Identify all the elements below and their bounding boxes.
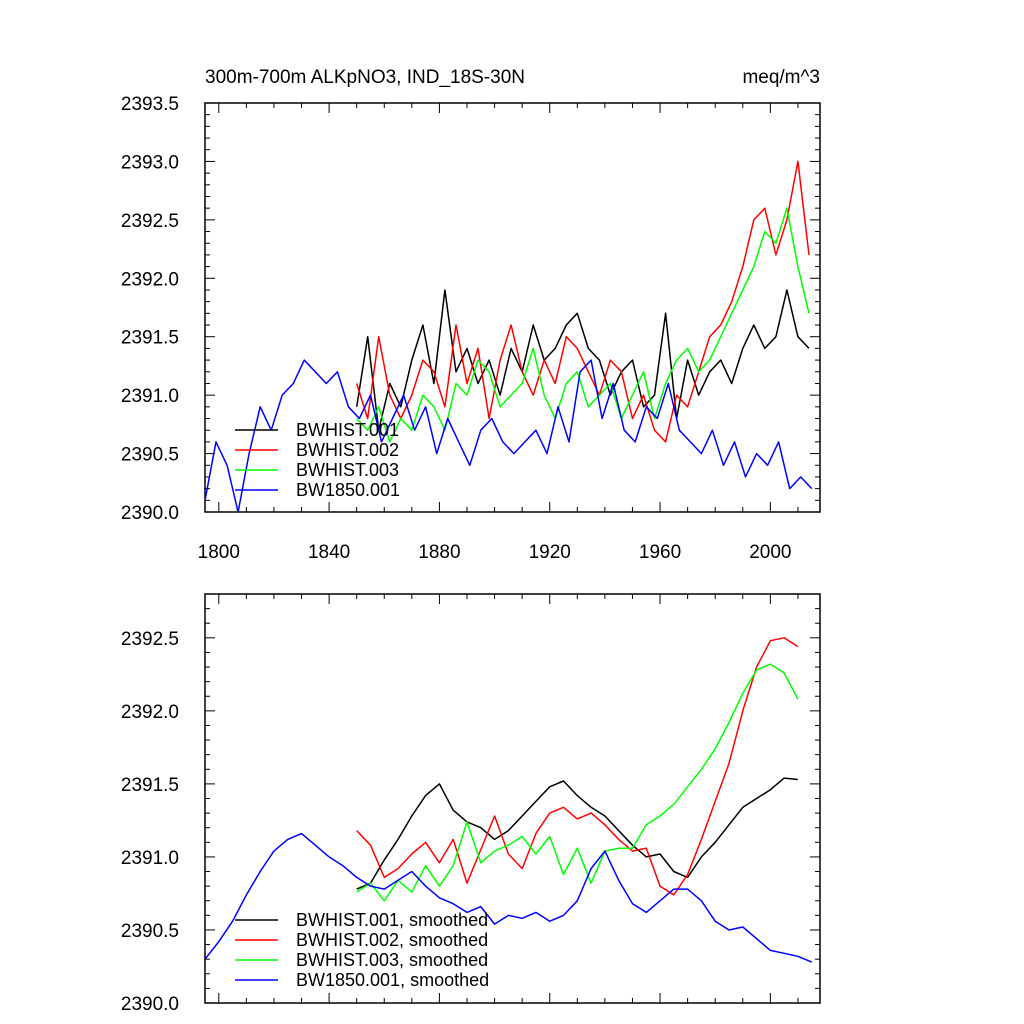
y-tick-label: 2391.0 [121, 848, 179, 869]
x-tick-label: 2000 [749, 542, 791, 563]
series-line-1 [355, 160, 810, 443]
y-tick-label: 2392.5 [121, 629, 179, 650]
bottom-plot-area: 2390.0 2390.5 2391.0 2391.5 2392.0 2392.5 BWHI… [121, 593, 821, 1015]
series-group [205, 160, 813, 512]
legend-label: BW1850.001, smoothed [296, 970, 489, 990]
plot-frame [204, 102, 821, 513]
y-tick-label: 2392.0 [121, 269, 179, 290]
bottom-panel: 2390.0 2390.5 2391.0 2391.5 2392.0 2392.5 BWHI… [121, 593, 821, 1015]
x-tick-label: 1880 [418, 542, 460, 563]
legend-label: BWHIST.002 [296, 440, 399, 460]
series-line-3 [205, 832, 812, 963]
y-tick-label: 2390.5 [121, 445, 179, 466]
legend-label: BWHIST.001, smoothed [296, 910, 488, 930]
top-panel-units: meq/m^3 [742, 67, 820, 88]
y-tick-label: 2393.5 [121, 94, 179, 115]
x-tick-label: 1960 [639, 542, 681, 563]
legend-label: BWHIST.001 [296, 420, 399, 440]
y-tick-label: 2392.0 [121, 702, 179, 723]
top-plot-area: 1800 1840 1880 1920 1960 2000 2390.0 2390.5 2391… [121, 94, 821, 563]
series-line-3 [205, 359, 813, 512]
top-panel-title: 300m-700m ALKpNO3, IND_18S-30N [205, 67, 525, 88]
legend-label: BWHIST.002, smoothed [296, 930, 488, 950]
series-line-2 [356, 663, 799, 902]
x-tick-label: 1840 [308, 542, 350, 563]
series-line-1 [356, 637, 799, 896]
y-tick-label: 2390.0 [121, 503, 179, 524]
legend-label: BWHIST.003 [296, 460, 399, 480]
y-tick-label: 2390.5 [121, 921, 179, 942]
y-tick-label: 2392.5 [121, 211, 179, 232]
legend-label: BWHIST.003, smoothed [296, 950, 488, 970]
y-tick-label: 2391.0 [121, 386, 179, 407]
top-panel: 300m-700m ALKpNO3, IND_18S-30N meq/m^3 1… [121, 67, 821, 563]
series-line-0 [356, 777, 798, 890]
x-tick-label: 1920 [529, 542, 571, 563]
y-tick-label: 2390.0 [121, 994, 179, 1015]
legend-label: BW1850.001 [296, 480, 400, 500]
series-group [205, 637, 812, 963]
series-line-2 [356, 207, 810, 443]
y-tick-label: 2391.5 [121, 328, 179, 349]
y-tick-label: 2393.0 [121, 152, 179, 173]
x-tick-label: 1800 [198, 542, 240, 563]
series-line-0 [355, 289, 810, 431]
y-tick-label: 2391.5 [121, 775, 179, 796]
